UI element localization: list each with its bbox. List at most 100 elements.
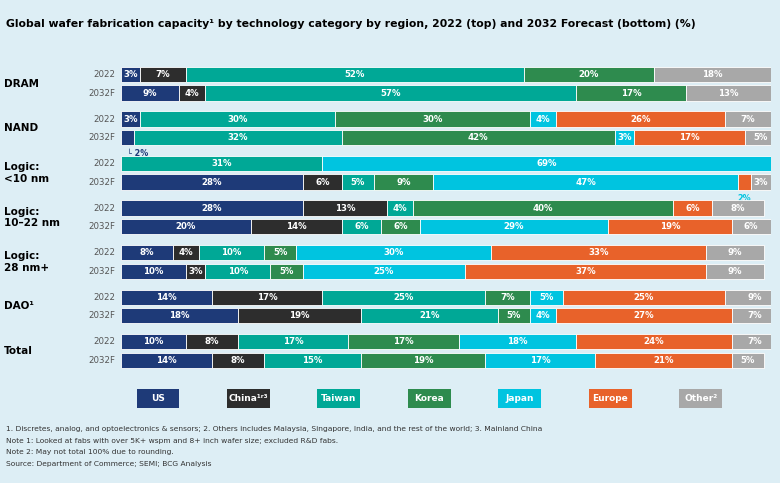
Text: 17%: 17% bbox=[257, 293, 278, 301]
Text: <10 nm: <10 nm bbox=[4, 173, 49, 184]
Text: 30%: 30% bbox=[384, 248, 404, 257]
Bar bbox=[556, 112, 725, 127]
Bar bbox=[413, 200, 673, 216]
Bar bbox=[745, 130, 777, 145]
Text: 2022: 2022 bbox=[94, 114, 115, 124]
Bar bbox=[199, 245, 264, 260]
Text: 2022: 2022 bbox=[94, 337, 115, 346]
Bar bbox=[121, 289, 212, 305]
Bar bbox=[186, 334, 238, 349]
Text: Logic:: Logic: bbox=[4, 162, 39, 172]
Text: 21%: 21% bbox=[653, 355, 674, 365]
Text: 4%: 4% bbox=[179, 248, 193, 257]
Bar bbox=[523, 67, 654, 82]
Text: 18%: 18% bbox=[507, 337, 527, 346]
Bar bbox=[388, 200, 413, 216]
Text: 69%: 69% bbox=[536, 159, 557, 168]
Text: 10%: 10% bbox=[228, 267, 248, 276]
Text: 10–22 nm: 10–22 nm bbox=[4, 218, 60, 228]
Bar bbox=[381, 219, 420, 234]
Text: 27%: 27% bbox=[633, 311, 654, 320]
Bar bbox=[484, 289, 530, 305]
Bar bbox=[361, 353, 484, 368]
Text: 33%: 33% bbox=[588, 248, 608, 257]
Bar bbox=[271, 264, 303, 279]
Text: 2022: 2022 bbox=[94, 203, 115, 213]
Text: 10%: 10% bbox=[144, 267, 164, 276]
Bar bbox=[179, 85, 205, 100]
Text: 37%: 37% bbox=[575, 267, 596, 276]
Bar bbox=[673, 200, 712, 216]
Text: 21%: 21% bbox=[420, 311, 440, 320]
Bar bbox=[615, 130, 634, 145]
Text: 19%: 19% bbox=[660, 222, 680, 231]
Text: 14%: 14% bbox=[156, 355, 177, 365]
Bar bbox=[725, 289, 780, 305]
Bar bbox=[121, 156, 322, 171]
Text: Logic:: Logic: bbox=[4, 251, 39, 261]
Text: 4%: 4% bbox=[185, 88, 200, 98]
Bar bbox=[238, 334, 349, 349]
Bar bbox=[303, 264, 465, 279]
Bar bbox=[335, 112, 530, 127]
Text: Taiwan: Taiwan bbox=[321, 394, 356, 403]
Bar bbox=[732, 219, 771, 234]
Text: 14%: 14% bbox=[286, 222, 307, 231]
Text: 2%: 2% bbox=[738, 194, 751, 202]
Text: 5%: 5% bbox=[279, 267, 294, 276]
Text: DAO¹: DAO¹ bbox=[4, 301, 34, 312]
Bar bbox=[706, 264, 764, 279]
Bar bbox=[186, 264, 205, 279]
Bar bbox=[556, 308, 732, 323]
Text: 3%: 3% bbox=[617, 133, 632, 142]
Text: 26%: 26% bbox=[630, 114, 651, 124]
Text: 10%: 10% bbox=[222, 248, 242, 257]
Text: 17%: 17% bbox=[621, 88, 641, 98]
Bar bbox=[121, 67, 140, 82]
Text: 5%: 5% bbox=[351, 178, 365, 186]
Bar bbox=[322, 156, 771, 171]
Text: 5%: 5% bbox=[507, 311, 521, 320]
Bar bbox=[121, 219, 251, 234]
Bar bbox=[576, 85, 686, 100]
Bar bbox=[140, 112, 335, 127]
Text: 8%: 8% bbox=[204, 337, 219, 346]
Text: 20%: 20% bbox=[579, 70, 599, 79]
Bar bbox=[121, 112, 140, 127]
Bar bbox=[686, 85, 771, 100]
Text: 28 nm+: 28 nm+ bbox=[4, 263, 49, 273]
Bar bbox=[264, 353, 361, 368]
Bar bbox=[238, 308, 361, 323]
Bar bbox=[374, 174, 433, 190]
Text: 3%: 3% bbox=[189, 267, 203, 276]
Bar bbox=[121, 200, 303, 216]
Text: US: US bbox=[151, 394, 165, 403]
Text: 2032F: 2032F bbox=[89, 88, 115, 98]
Bar bbox=[205, 85, 576, 100]
Text: 52%: 52% bbox=[345, 70, 365, 79]
Text: NAND: NAND bbox=[4, 123, 38, 133]
Bar bbox=[121, 174, 303, 190]
Bar bbox=[296, 245, 491, 260]
Text: 29%: 29% bbox=[504, 222, 524, 231]
Bar bbox=[121, 308, 238, 323]
Text: 8%: 8% bbox=[731, 203, 746, 213]
Text: 25%: 25% bbox=[634, 293, 654, 301]
Bar bbox=[725, 112, 771, 127]
Text: 5%: 5% bbox=[753, 133, 768, 142]
Text: 2032F: 2032F bbox=[89, 178, 115, 186]
Text: └ 2%: └ 2% bbox=[127, 149, 149, 158]
Text: 8%: 8% bbox=[140, 248, 154, 257]
Text: 2032F: 2032F bbox=[89, 133, 115, 142]
Bar bbox=[134, 130, 342, 145]
Text: 6%: 6% bbox=[393, 222, 407, 231]
Text: 10%: 10% bbox=[144, 337, 164, 346]
Bar bbox=[530, 112, 556, 127]
Bar bbox=[361, 308, 498, 323]
Text: 28%: 28% bbox=[201, 203, 222, 213]
Bar bbox=[251, 219, 342, 234]
Text: 18%: 18% bbox=[169, 311, 190, 320]
Text: 13%: 13% bbox=[718, 88, 739, 98]
Text: 28%: 28% bbox=[201, 178, 222, 186]
Text: Source: Department of Commerce; SEMI; BCG Analysis: Source: Department of Commerce; SEMI; BC… bbox=[6, 461, 211, 467]
